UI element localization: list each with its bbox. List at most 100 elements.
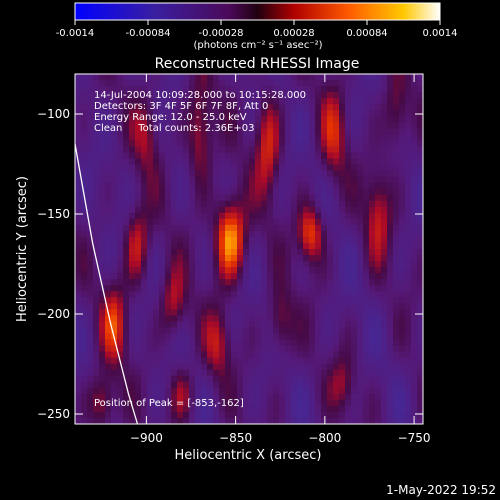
heatmap-cell xyxy=(141,218,148,226)
heatmap-cell xyxy=(147,176,154,184)
heatmap-cell xyxy=(375,399,382,407)
heatmap-cell xyxy=(159,345,166,352)
heatmap-cell xyxy=(75,303,82,310)
heatmap-cell xyxy=(159,212,166,220)
heatmap-cell xyxy=(87,212,94,220)
heatmap-cell xyxy=(381,255,388,262)
heatmap-cell xyxy=(381,182,388,190)
heatmap-cell xyxy=(165,242,172,250)
heatmap-cell xyxy=(369,417,376,425)
heatmap-cell xyxy=(237,116,244,123)
heatmap-cell xyxy=(177,369,184,377)
heatmap-cell xyxy=(99,134,106,141)
heatmap-cell xyxy=(129,339,136,346)
heatmap-cell xyxy=(153,261,160,268)
heatmap-cell xyxy=(303,152,310,159)
heatmap-cell xyxy=(153,363,160,371)
heatmap-cell xyxy=(321,92,328,99)
heatmap-cell xyxy=(321,285,328,292)
heatmap-cell xyxy=(141,224,148,232)
heatmap-cell xyxy=(333,224,340,232)
heatmap-cell xyxy=(75,267,82,274)
heatmap-cell xyxy=(93,363,100,371)
heatmap-cell xyxy=(249,315,256,322)
heatmap-cell xyxy=(213,375,220,383)
heatmap-cell xyxy=(105,351,112,359)
heatmap-cell xyxy=(267,188,274,196)
heatmap-cell xyxy=(171,230,178,238)
heatmap-cell xyxy=(75,297,82,304)
heatmap-cell xyxy=(363,327,370,334)
heatmap-cell xyxy=(93,267,100,274)
heatmap-cell xyxy=(135,200,142,208)
heatmap-cell xyxy=(309,279,316,286)
heatmap-cell xyxy=(195,128,202,135)
heatmap-cell xyxy=(309,98,316,105)
heatmap-cell xyxy=(183,261,190,268)
heatmap-cell xyxy=(339,74,346,81)
heatmap-cell xyxy=(351,224,358,232)
heatmap-cell xyxy=(207,92,214,99)
heatmap-cell xyxy=(153,297,160,304)
heatmap-cell xyxy=(327,224,334,232)
heatmap-cell xyxy=(129,86,136,93)
heatmap-cell xyxy=(135,206,142,214)
heatmap-cell xyxy=(309,363,316,371)
heatmap-cell xyxy=(279,375,286,383)
heatmap-cell xyxy=(99,152,106,159)
heatmap-cell xyxy=(153,242,160,250)
heatmap-cell xyxy=(285,152,292,159)
heatmap-cell xyxy=(369,74,376,81)
heatmap-cell xyxy=(345,212,352,220)
heatmap-cell xyxy=(171,224,178,232)
heatmap-cell xyxy=(153,273,160,280)
heatmap-cell xyxy=(189,92,196,99)
heatmap-cell xyxy=(381,116,388,123)
heatmap-cell xyxy=(333,333,340,340)
heatmap-cell xyxy=(75,140,82,147)
heatmap-cell xyxy=(267,236,274,244)
heatmap-cell xyxy=(393,116,400,123)
heatmap-cell xyxy=(351,80,358,87)
heatmap-cell xyxy=(87,369,94,377)
heatmap-cell xyxy=(297,309,304,316)
heatmap-cell xyxy=(207,279,214,286)
heatmap-cell xyxy=(411,267,418,274)
heatmap-cell xyxy=(351,267,358,274)
heatmap-cell xyxy=(195,303,202,310)
heatmap-cell xyxy=(87,134,94,141)
heatmap-cell xyxy=(285,146,292,153)
heatmap-cell xyxy=(207,188,214,196)
heatmap-cell xyxy=(315,387,322,395)
heatmap-cell xyxy=(201,363,208,371)
heatmap-cell xyxy=(195,104,202,111)
heatmap-cell xyxy=(183,86,190,93)
heatmap-cell xyxy=(177,411,184,419)
heatmap-cell xyxy=(231,351,238,359)
heatmap-cell xyxy=(201,333,208,340)
heatmap-cell xyxy=(129,170,136,177)
heatmap-cell xyxy=(129,411,136,419)
heatmap-cell xyxy=(411,242,418,250)
heatmap-cell xyxy=(201,128,208,135)
heatmap-cell xyxy=(165,182,172,190)
heatmap-cell xyxy=(315,224,322,232)
heatmap-cell xyxy=(309,134,316,141)
heatmap-cell xyxy=(369,333,376,340)
heatmap-cell xyxy=(105,110,112,117)
heatmap-cell xyxy=(327,351,334,359)
heatmap-cell xyxy=(147,218,154,226)
heatmap-cell xyxy=(195,158,202,165)
heatmap-cell xyxy=(411,230,418,238)
heatmap-cell xyxy=(369,315,376,322)
heatmap-cell xyxy=(189,212,196,220)
heatmap-cell xyxy=(141,140,148,147)
heatmap-cell xyxy=(387,230,394,238)
heatmap-cell xyxy=(387,357,394,365)
heatmap-cell xyxy=(261,146,268,153)
heatmap-cell xyxy=(189,80,196,87)
heatmap-cell xyxy=(237,122,244,129)
heatmap-cell xyxy=(231,230,238,238)
heatmap-cell xyxy=(201,206,208,214)
heatmap-cell xyxy=(117,134,124,141)
